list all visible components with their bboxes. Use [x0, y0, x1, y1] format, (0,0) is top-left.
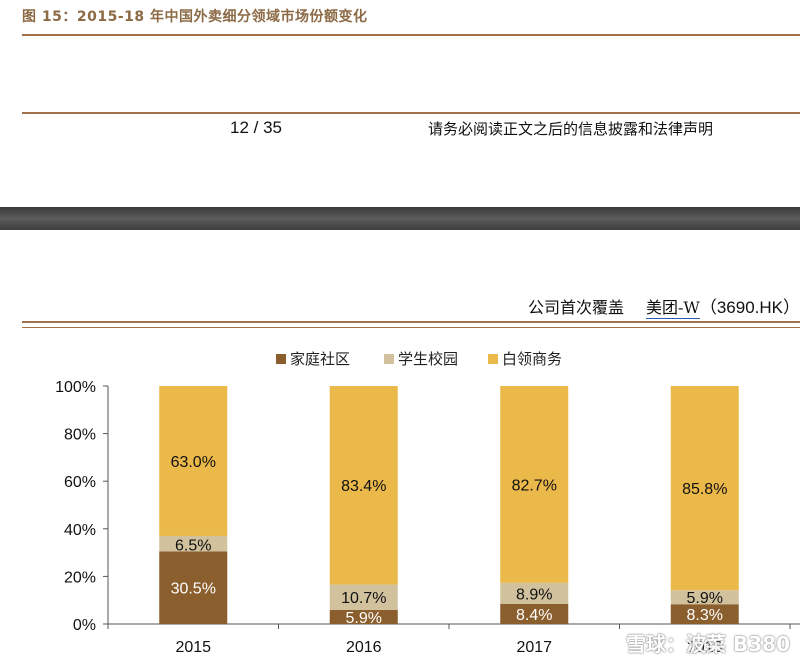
y-tick-label: 40% [64, 522, 96, 539]
legend-swatch [488, 354, 498, 364]
report-type-label: 公司首次覆盖 [527, 298, 624, 317]
bar-segment [670, 590, 739, 605]
y-tick-label: 0% [73, 617, 96, 634]
bar-segment [670, 386, 739, 591]
page-break-band [0, 207, 800, 230]
chart-axes: 0% 20% 40% 60% 80% 100% 2015 2016 2017 2018 [55, 379, 800, 656]
chart-legend: 家庭社区 学生校园 白领商务 [276, 350, 562, 368]
bar-segment [329, 584, 398, 610]
stock-name-link[interactable]: 美团-W [645, 298, 700, 319]
bar-data-label: 6.5% [175, 537, 211, 554]
page-header: 公司首次覆盖 美团-W（3690.HK） [527, 293, 800, 319]
bar-segment [159, 535, 228, 552]
bar-data-label: 63.0% [171, 454, 216, 471]
bar-data-label: 83.4% [341, 478, 386, 495]
bar-data-label: 5.9% [346, 610, 382, 627]
bar-segment [159, 551, 228, 624]
bar-data-label: 8.9% [516, 586, 552, 603]
legend-label: 家庭社区 [290, 350, 350, 368]
footer-divider [22, 112, 800, 114]
y-tick-label: 20% [64, 569, 96, 586]
y-tick-label: 80% [64, 427, 96, 444]
x-tick-label: 2018 [687, 639, 723, 656]
bar-segment [500, 386, 569, 583]
bar-data-label: 85.8% [682, 481, 727, 498]
bar-data-label: 8.3% [687, 607, 723, 624]
y-tick-label: 100% [55, 379, 96, 396]
bar-segment [500, 582, 569, 605]
bar-segment [159, 386, 228, 536]
x-tick-label: 2016 [346, 639, 382, 656]
legend-swatch [384, 354, 394, 364]
header-divider-thick [22, 321, 800, 323]
legend-label: 白领商务 [502, 350, 562, 368]
bar-data-label: 8.4% [516, 607, 552, 624]
legend-label: 学生校园 [398, 350, 458, 368]
stock-ticker: （3690.HK） [699, 298, 800, 317]
disclaimer-text: 请务必阅读正文之后的信息披露和法律声明 [428, 120, 714, 138]
watermark-text: 雪球：波菜 B380 [626, 632, 790, 656]
page-number: 12 / 35 [230, 118, 282, 137]
bar-segment [500, 604, 569, 624]
legend-swatch [276, 354, 286, 364]
bar-data-label: 30.5% [171, 581, 216, 598]
title-divider [22, 34, 800, 36]
header-divider-thin [22, 327, 800, 328]
x-tick-label: 2015 [175, 639, 211, 656]
x-tick-label: 2017 [516, 639, 552, 656]
bar-segment [329, 386, 398, 585]
bar-segment [670, 604, 739, 624]
bar-data-label: 10.7% [341, 590, 386, 607]
figure-title: 图 15：2015-18 年中国外卖细分领域市场份额变化 [22, 9, 368, 25]
bar-segment [329, 609, 398, 624]
chart-bars: 30.5% 6.5% 63.0% 5.9% 10.7% 83.4% 8.4% 8.9% 82.7… [159, 386, 739, 627]
y-tick-label: 60% [64, 474, 96, 491]
bar-data-label: 82.7% [512, 477, 557, 494]
stacked-bar-chart: 家庭社区 学生校园 白领商务 0% 20% 40% 60% 80% 100% 2015 2016 2… [55, 350, 800, 656]
bar-data-label: 5.9% [687, 590, 723, 607]
